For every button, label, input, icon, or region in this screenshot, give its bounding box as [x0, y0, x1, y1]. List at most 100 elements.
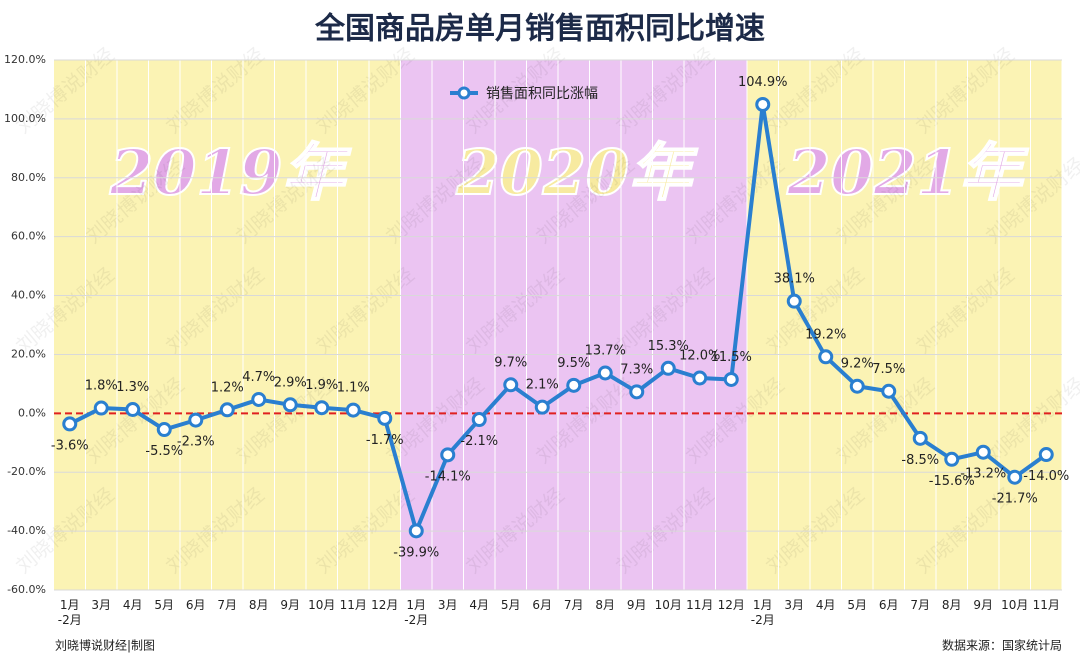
data-point [377, 410, 393, 426]
data-label: -13.2% [960, 467, 1006, 482]
data-label: 2.9% [274, 375, 307, 390]
data-label: 1.8% [85, 379, 118, 394]
data-point [912, 430, 928, 446]
data-label: 9.5% [557, 356, 590, 371]
data-label: 1.9% [305, 378, 338, 393]
x-tick-label: 8月 [248, 598, 269, 612]
x-tick-label: 12月 [717, 598, 745, 612]
x-tick-label: 1月 -2月 [404, 598, 429, 627]
data-point [251, 391, 267, 407]
x-tick-label: 8月 [595, 598, 616, 612]
data-label: 1.2% [211, 380, 244, 395]
x-tick-label: 9月 [626, 598, 647, 612]
x-tick-label: 5月 [847, 598, 868, 612]
data-point [345, 402, 361, 418]
y-tick-label: 120.0% [4, 53, 46, 66]
background [54, 60, 1062, 590]
data-point [534, 399, 550, 415]
x-tick-label: 6月 [532, 598, 553, 612]
data-point [692, 370, 708, 386]
data-point [755, 96, 771, 112]
y-tick-label: 20.0% [11, 347, 46, 360]
data-point [818, 349, 834, 365]
data-point [723, 371, 739, 387]
data-point [188, 412, 204, 428]
y-tick-label: 60.0% [11, 230, 46, 243]
x-tick-label: 10月 [308, 598, 336, 612]
data-point [440, 447, 456, 463]
data-label: -15.6% [929, 474, 975, 489]
x-tick-label: 7月 [217, 598, 238, 612]
data-label: 2.1% [526, 378, 559, 393]
x-tick-label: 6月 [185, 598, 206, 612]
data-point [408, 523, 424, 539]
data-point [881, 383, 897, 399]
data-label: 1.3% [116, 380, 149, 395]
x-tick-label: 11月 [686, 598, 714, 612]
y-tick-label: -40.0% [7, 524, 46, 537]
data-point [503, 377, 519, 393]
x-tick-label: 3月 [91, 598, 112, 612]
data-point [156, 422, 172, 438]
data-point [314, 400, 330, 416]
data-label: 1.1% [337, 381, 370, 396]
x-tick-label: 10月 [654, 598, 682, 612]
legend-label: 销售面积同比涨幅 [486, 86, 598, 102]
data-point [597, 365, 613, 381]
y-tick-label: 40.0% [11, 289, 46, 302]
data-label: 104.9% [738, 75, 788, 90]
data-label: 13.7% [585, 343, 626, 358]
data-label: 12.0% [679, 349, 720, 364]
data-point [471, 412, 487, 428]
data-label: 9.2% [841, 357, 874, 372]
data-label: 9.7% [494, 355, 527, 370]
y-tick-label: 100.0% [4, 112, 46, 125]
data-label: -21.7% [992, 492, 1038, 507]
data-point [1007, 469, 1023, 485]
x-tick-label: 11月 [1032, 598, 1060, 612]
data-label: 38.1% [774, 272, 815, 287]
data-point [566, 377, 582, 393]
data-point [125, 402, 141, 418]
data-label: 7.5% [872, 362, 905, 377]
x-tick-label: 6月 [878, 598, 899, 612]
source: 数据来源：国家统计局 [942, 638, 1062, 653]
y-tick-label: 0.0% [18, 406, 46, 419]
data-point [660, 360, 676, 376]
legend: 销售面积同比涨幅 [450, 86, 598, 102]
x-tick-label: 1月 -2月 [57, 598, 82, 627]
data-point [786, 293, 802, 309]
period-label: 2021年 [786, 136, 1029, 209]
data-label: 11.5% [711, 350, 752, 365]
data-label: -8.5% [901, 453, 939, 468]
data-point [219, 402, 235, 418]
x-tick-label: 4月 [122, 598, 143, 612]
data-label: -14.1% [425, 469, 471, 484]
x-tick-label: 4月 [469, 598, 490, 612]
x-tick-label: 3月 [437, 598, 458, 612]
data-point [975, 444, 991, 460]
x-tick-label: 9月 [280, 598, 301, 612]
period-band [54, 60, 401, 590]
x-tick-label: 4月 [815, 598, 836, 612]
data-label: 4.7% [242, 370, 275, 385]
data-point [849, 378, 865, 394]
credit: 刘晓博说财经|制图 [55, 638, 155, 653]
data-label: -5.5% [145, 444, 183, 459]
x-tick-label: 12月 [371, 598, 399, 612]
data-point [62, 416, 78, 432]
chart-title: 全国商品房单月销售面积同比增速 [314, 12, 765, 47]
y-tick-label: -60.0% [7, 583, 46, 596]
x-tick-label: 9月 [973, 598, 994, 612]
data-label: -39.9% [393, 545, 439, 560]
x-tick-label: 11月 [339, 598, 367, 612]
x-tick-label: 5月 [154, 598, 175, 612]
x-tick-label: 7月 [910, 598, 931, 612]
data-label: 7.3% [620, 362, 653, 377]
data-label: -1.7% [366, 433, 404, 448]
data-point [93, 400, 109, 416]
x-tick-label: 1月 -2月 [750, 598, 775, 627]
legend-marker [457, 86, 471, 100]
data-label: 15.3% [648, 339, 689, 354]
